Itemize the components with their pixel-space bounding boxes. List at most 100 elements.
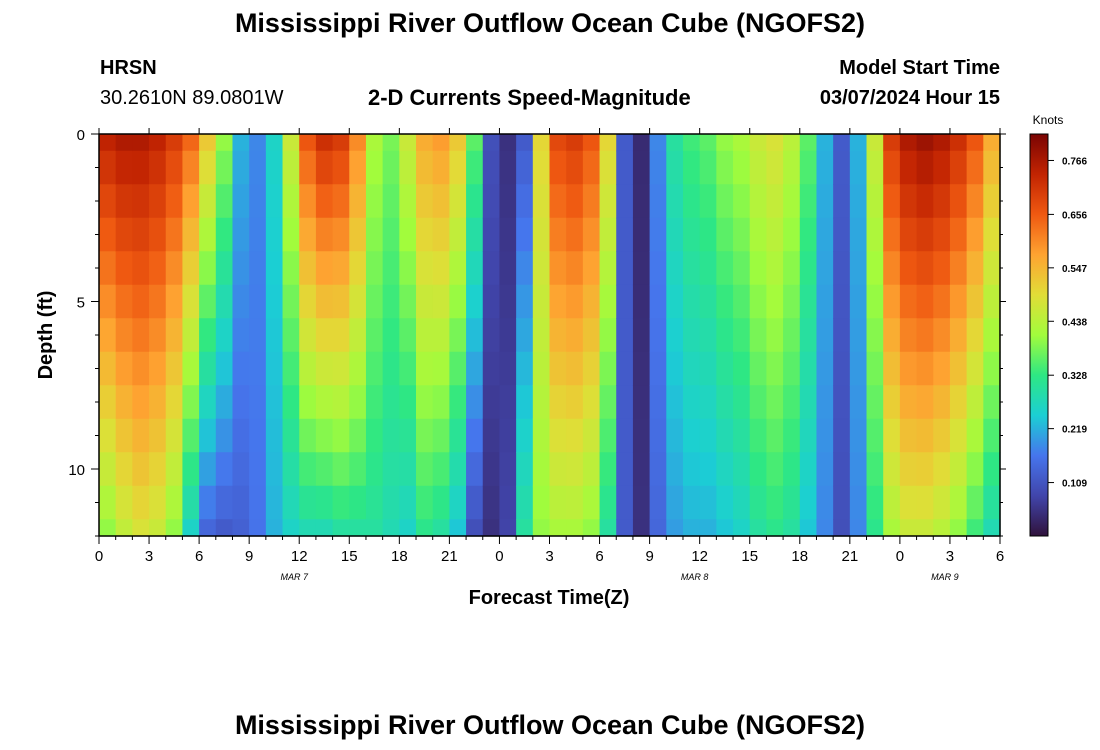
heatmap-cell	[599, 134, 617, 152]
heatmap-cell	[616, 251, 634, 286]
heatmap-cell	[749, 134, 768, 152]
heatmap-cell	[916, 217, 934, 252]
heatmap-cell	[649, 485, 667, 520]
heatmap-cell	[783, 351, 801, 386]
chart-subtitle: 2-D Currents Speed-Magnitude	[368, 85, 691, 110]
heatmap-cell	[666, 150, 684, 185]
heatmap-cell	[149, 418, 167, 453]
heatmap-cell	[466, 284, 484, 319]
heatmap-cell	[816, 418, 834, 453]
heatmap-cell	[265, 284, 284, 319]
heatmap-cell	[983, 150, 1001, 185]
heatmap-cell	[749, 351, 768, 386]
heatmap-cell	[332, 418, 350, 453]
heatmap-cell	[349, 385, 367, 420]
heatmap-cell	[349, 351, 367, 386]
heatmap-cell	[499, 385, 517, 420]
heatmap-cell	[315, 385, 334, 420]
heatmap-cell	[582, 485, 601, 520]
heatmap-cell	[833, 418, 851, 453]
heatmap-cell	[983, 485, 1001, 520]
heatmap-cell	[132, 452, 150, 487]
heatmap-cell	[883, 418, 901, 453]
heatmap-cell	[482, 217, 501, 252]
heatmap-cell	[466, 318, 484, 353]
heatmap-cell	[315, 452, 334, 487]
heatmap-cell	[132, 150, 150, 185]
heatmap-cell	[516, 184, 534, 219]
heatmap-cell	[833, 217, 851, 252]
heatmap-cell	[449, 184, 467, 219]
heatmap-cell	[265, 385, 284, 420]
heatmap-cell	[866, 150, 884, 185]
heatmap-cell	[699, 452, 717, 487]
heatmap-cell	[232, 184, 250, 219]
heatmap-cell	[315, 418, 334, 453]
heatmap-cell	[682, 217, 701, 252]
heatmap-cell	[249, 184, 267, 219]
heatmap-cell	[783, 452, 801, 487]
model-start-label: Model Start Time	[839, 57, 1000, 79]
heatmap-cell	[299, 452, 317, 487]
heatmap-cell	[449, 452, 467, 487]
heatmap-cell	[149, 485, 167, 520]
x-tick-label: 21	[841, 548, 858, 565]
heatmap-cell	[899, 519, 918, 537]
heatmap-cell	[883, 150, 901, 185]
heatmap-cell	[816, 485, 834, 520]
heatmap-cell	[365, 184, 384, 219]
heatmap-cell	[215, 385, 234, 420]
heatmap-cell	[833, 519, 851, 537]
heatmap-cell	[149, 452, 167, 487]
heatmap-cell	[649, 217, 667, 252]
heatmap-cell	[516, 452, 534, 487]
heatmap-cell	[149, 385, 167, 420]
heatmap-cell	[282, 452, 300, 487]
heatmap-cell	[566, 485, 584, 520]
heatmap-cell	[132, 485, 150, 520]
heatmap-cell	[949, 351, 968, 386]
heatmap-cell	[432, 318, 450, 353]
heatmap-cell	[416, 485, 434, 520]
heatmap-cell	[599, 418, 617, 453]
heatmap-cell	[749, 251, 768, 286]
heatmap-cell	[499, 217, 517, 252]
heatmap-cell	[432, 485, 450, 520]
heatmap-cell	[365, 134, 384, 152]
heatmap-cell	[983, 452, 1001, 487]
heatmap-cell	[766, 251, 784, 286]
heatmap-cell	[616, 485, 634, 520]
heatmap-cell	[883, 217, 901, 252]
heatmap-cell	[716, 385, 734, 420]
heatmap-cell	[649, 184, 667, 219]
heatmap-cell	[983, 351, 1001, 386]
heatmap-cell	[349, 318, 367, 353]
heatmap-cell	[365, 452, 384, 487]
heatmap-cell	[382, 452, 400, 487]
heatmap-cell	[716, 251, 734, 286]
heatmap-cell	[332, 251, 350, 286]
heatmap-cell	[899, 251, 918, 286]
heatmap-cell	[165, 284, 184, 319]
heatmap-cell	[132, 217, 150, 252]
heatmap-cell	[549, 134, 567, 152]
heatmap-cell	[966, 351, 984, 386]
heatmap-cell	[983, 134, 1001, 152]
heatmap-cell	[249, 485, 267, 520]
heatmap-cell	[165, 318, 184, 353]
heatmap-cell	[99, 452, 117, 487]
heatmap-cell	[966, 318, 984, 353]
heatmap-cell	[766, 184, 784, 219]
x-tick-label: 6	[595, 548, 603, 565]
station-code: HRSN	[100, 57, 157, 79]
heatmap-cell	[399, 519, 417, 537]
heatmap-cell	[682, 134, 701, 152]
heatmap-cell	[132, 519, 150, 537]
heatmap-cell	[432, 519, 450, 537]
heatmap-cell	[833, 251, 851, 286]
heatmap-cell	[716, 519, 734, 537]
heatmap-cell	[449, 217, 467, 252]
heatmap-cell	[282, 318, 300, 353]
heatmap-cell	[382, 485, 400, 520]
